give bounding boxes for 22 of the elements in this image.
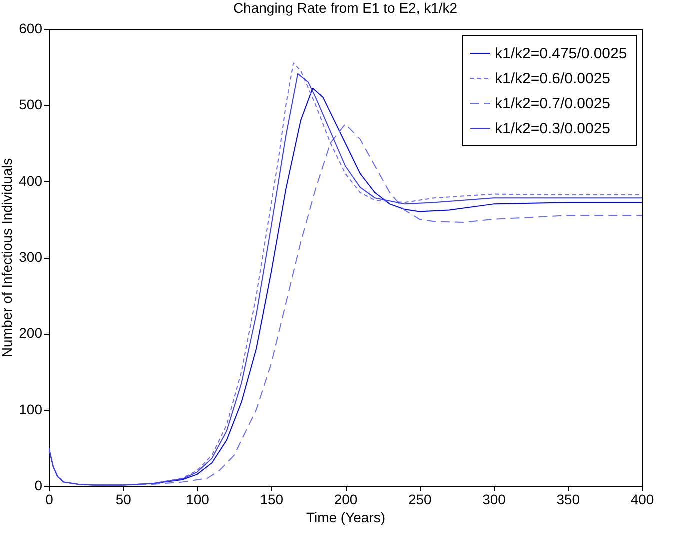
x-tick-label: 300: [482, 492, 506, 508]
x-tick-label: 0: [46, 492, 54, 508]
x-tick-label: 50: [116, 492, 132, 508]
x-tick-label: 350: [556, 492, 580, 508]
legend-label: k1/k2=0.475/0.0025: [495, 46, 628, 62]
y-tick-label: 0: [34, 478, 43, 494]
legend-label: k1/k2=0.6/0.0025: [495, 70, 611, 88]
x-tick-label: 100: [186, 492, 210, 508]
legend-label: k1/k2=0.7/0.0025: [495, 96, 611, 112]
y-tick-label: 100: [19, 401, 43, 418]
x-tick-label: 200: [334, 492, 358, 508]
chart-title: Changing Rate from E1 to E2, k1/k2: [233, 0, 458, 16]
x-tick-label: 400: [630, 492, 654, 508]
x-tick-label: 150: [260, 492, 284, 508]
y-tick-label: 600: [19, 20, 43, 36]
x-tick-label: 250: [408, 492, 432, 508]
y-tick-label: 400: [19, 172, 43, 189]
y-axis-title: Number of Infectious Individuals: [0, 158, 16, 358]
y-tick-label: 300: [19, 249, 43, 265]
y-tick-label: 200: [19, 325, 43, 342]
legend-label: k1/k2=0.3/0.0025: [495, 120, 611, 138]
y-tick-label: 500: [19, 96, 43, 113]
